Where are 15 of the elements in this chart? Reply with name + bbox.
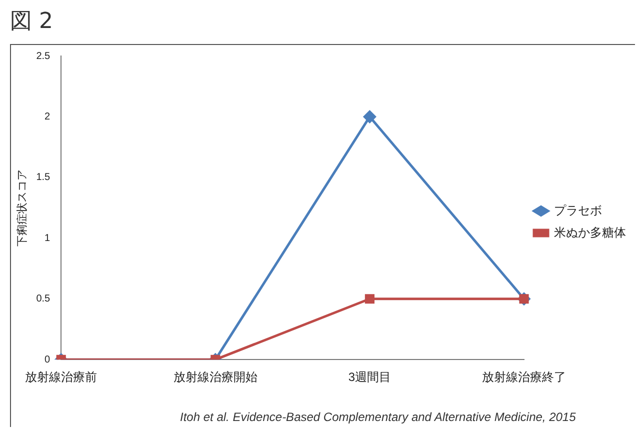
- x-tick-label: 3週間目: [348, 370, 392, 384]
- x-tick-label: 放射線治療前: [25, 370, 98, 384]
- text: Itoh et al. Evidence-Based Complementary and Alternative Medicine, 2015: [180, 410, 576, 424]
- x-tick-label: 放射線治療開始: [173, 370, 258, 384]
- y-tick-label: 0: [44, 354, 51, 366]
- x-tick-label: 放射線治療終了: [482, 370, 566, 384]
- y-axis-title: 下痢症状スコア: [16, 169, 29, 246]
- y-tick-label: 2: [44, 111, 51, 122]
- chart-title: 図 2: [10, 8, 53, 36]
- y-tick-label: 0.5: [36, 294, 51, 305]
- y-tick-label: 1.5: [36, 172, 51, 184]
- y-tick-label: 1: [44, 232, 51, 244]
- legend-label: 米ぬか多糖体: [554, 225, 626, 240]
- y-tick-label: 2.5: [36, 50, 51, 62]
- legend-label: プラセボ: [554, 203, 602, 218]
